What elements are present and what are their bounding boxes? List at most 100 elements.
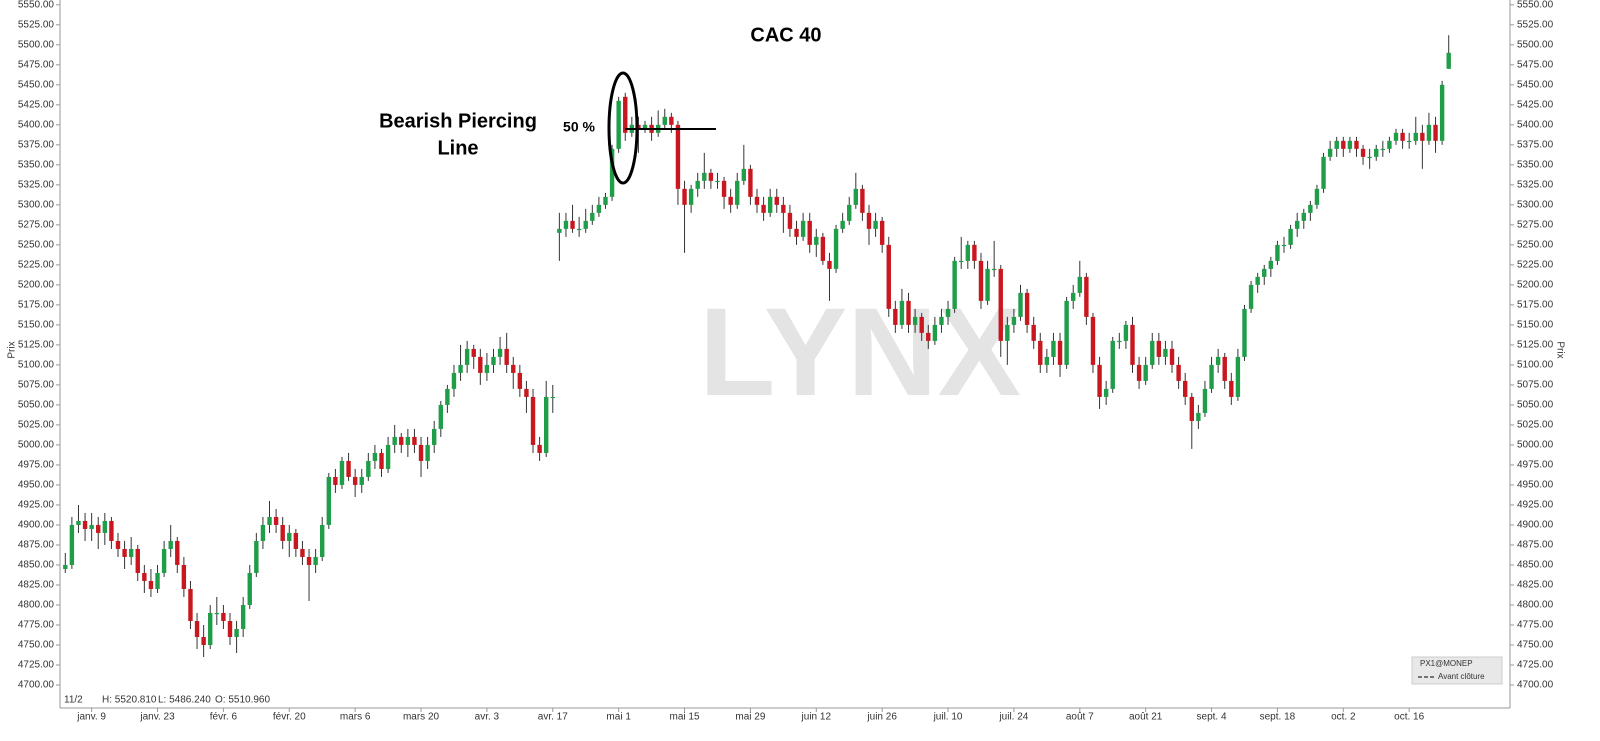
- candle-body: [76, 520, 81, 525]
- candle-body: [807, 220, 812, 245]
- candle-body: [161, 548, 167, 573]
- candle-body: [504, 348, 509, 365]
- candle-body: [122, 548, 127, 557]
- y-tick-label-right: 4950.00: [1517, 480, 1554, 491]
- candle-body: [1064, 300, 1069, 365]
- candle-body: [1031, 324, 1036, 341]
- y-tick-label-right: 5050.00: [1517, 400, 1554, 411]
- y-tick-label-right: 4800.00: [1517, 600, 1554, 611]
- annotation: Bearish Piercing: [379, 110, 537, 132]
- candle-body: [392, 436, 397, 445]
- candle-body: [827, 260, 832, 269]
- candle-body: [1196, 412, 1201, 421]
- info: O: 5510.960: [215, 695, 270, 706]
- candle-body: [484, 364, 490, 373]
- y-tick-label: 5450.00: [18, 79, 55, 90]
- candle-body: [840, 220, 845, 229]
- x-tick-label: oct. 2: [1331, 712, 1356, 723]
- y-tick-label: 4775.00: [18, 620, 55, 631]
- candle-body: [616, 100, 621, 149]
- y-tick-label: 5500.00: [18, 39, 55, 50]
- candle-body: [1182, 380, 1188, 397]
- y-tick-label-right: 5425.00: [1517, 99, 1554, 110]
- y-tick-label-right: 5225.00: [1517, 260, 1554, 271]
- candle-body: [735, 180, 740, 205]
- candle-body: [511, 364, 516, 373]
- info: H: 5520.810: [102, 695, 157, 706]
- y-tick-label-right: 5375.00: [1517, 139, 1554, 150]
- candle-body: [1018, 292, 1023, 317]
- chart-title: CAC 40: [750, 24, 821, 46]
- x-tick-label: sept. 4: [1197, 712, 1227, 723]
- y-tick-label: 4825.00: [18, 580, 55, 591]
- y-tick-label-right: 4850.00: [1517, 560, 1554, 571]
- candle-body: [1334, 140, 1339, 149]
- candle-body: [1222, 356, 1227, 381]
- candle-body: [63, 564, 68, 569]
- x-tick-label: avr. 17: [538, 712, 568, 723]
- candle-body: [899, 300, 905, 325]
- candle-body: [128, 548, 134, 557]
- candle-body: [1393, 132, 1399, 141]
- candle-body: [135, 548, 140, 573]
- candle-body: [1327, 148, 1333, 157]
- candle-body: [1110, 340, 1115, 389]
- y-axis-label-right: Prix: [1554, 341, 1565, 358]
- x-tick-label: juin 26: [866, 712, 897, 723]
- candle-body: [221, 612, 226, 621]
- y-tick-label: 5325.00: [18, 179, 55, 190]
- candle-body: [596, 204, 602, 213]
- candle-body: [293, 532, 299, 549]
- candle-body: [563, 220, 569, 229]
- candle-body: [412, 436, 417, 445]
- candle-body: [1077, 276, 1082, 293]
- candle-body: [530, 396, 536, 445]
- candle-body: [715, 180, 720, 183]
- candle-body: [1189, 396, 1194, 421]
- candle-body: [366, 460, 371, 477]
- candle-body: [1242, 308, 1247, 357]
- candle-body: [708, 172, 714, 181]
- candle-body: [794, 228, 799, 237]
- candle-body: [972, 244, 977, 261]
- x-tick-label: sept. 18: [1260, 712, 1296, 723]
- y-tick-label-right: 5000.00: [1517, 440, 1554, 451]
- candle-body: [418, 444, 424, 461]
- candle-body: [576, 228, 582, 231]
- y-tick-label-right: 5200.00: [1517, 280, 1554, 291]
- candle-body: [945, 308, 951, 317]
- y-tick-label: 4875.00: [18, 540, 55, 551]
- candle-body: [1103, 388, 1109, 397]
- y-tick-label: 4750.00: [18, 640, 55, 651]
- candle-body: [603, 196, 608, 205]
- candle-body: [787, 212, 793, 229]
- candle-body: [1044, 356, 1050, 365]
- candle-body: [590, 212, 595, 221]
- candle-body: [1163, 348, 1168, 357]
- candle-body: [774, 196, 779, 205]
- candle-body: [188, 588, 193, 621]
- candle-body: [609, 148, 615, 197]
- candle-body: [800, 220, 806, 237]
- y-tick-label-right: 4825.00: [1517, 580, 1554, 591]
- candle-body: [978, 260, 984, 301]
- candle-body: [1143, 364, 1148, 381]
- candle-body: [1169, 348, 1175, 365]
- candle-body: [820, 236, 826, 261]
- info: L: 5486.240: [158, 695, 211, 706]
- candle-body: [912, 316, 918, 325]
- y-tick-label-right: 5100.00: [1517, 360, 1554, 371]
- candle-body: [168, 540, 173, 549]
- candle-body: [642, 124, 648, 129]
- candle-body: [675, 124, 681, 189]
- y-axis-label: Prix: [7, 341, 18, 358]
- info: 11/2: [64, 695, 83, 706]
- candle-body: [280, 524, 285, 541]
- y-tick-label-right: 5275.00: [1517, 220, 1554, 231]
- candle-body: [1268, 260, 1274, 269]
- candle-body: [728, 196, 733, 205]
- candle-body: [208, 612, 213, 645]
- candle-body: [1314, 188, 1320, 205]
